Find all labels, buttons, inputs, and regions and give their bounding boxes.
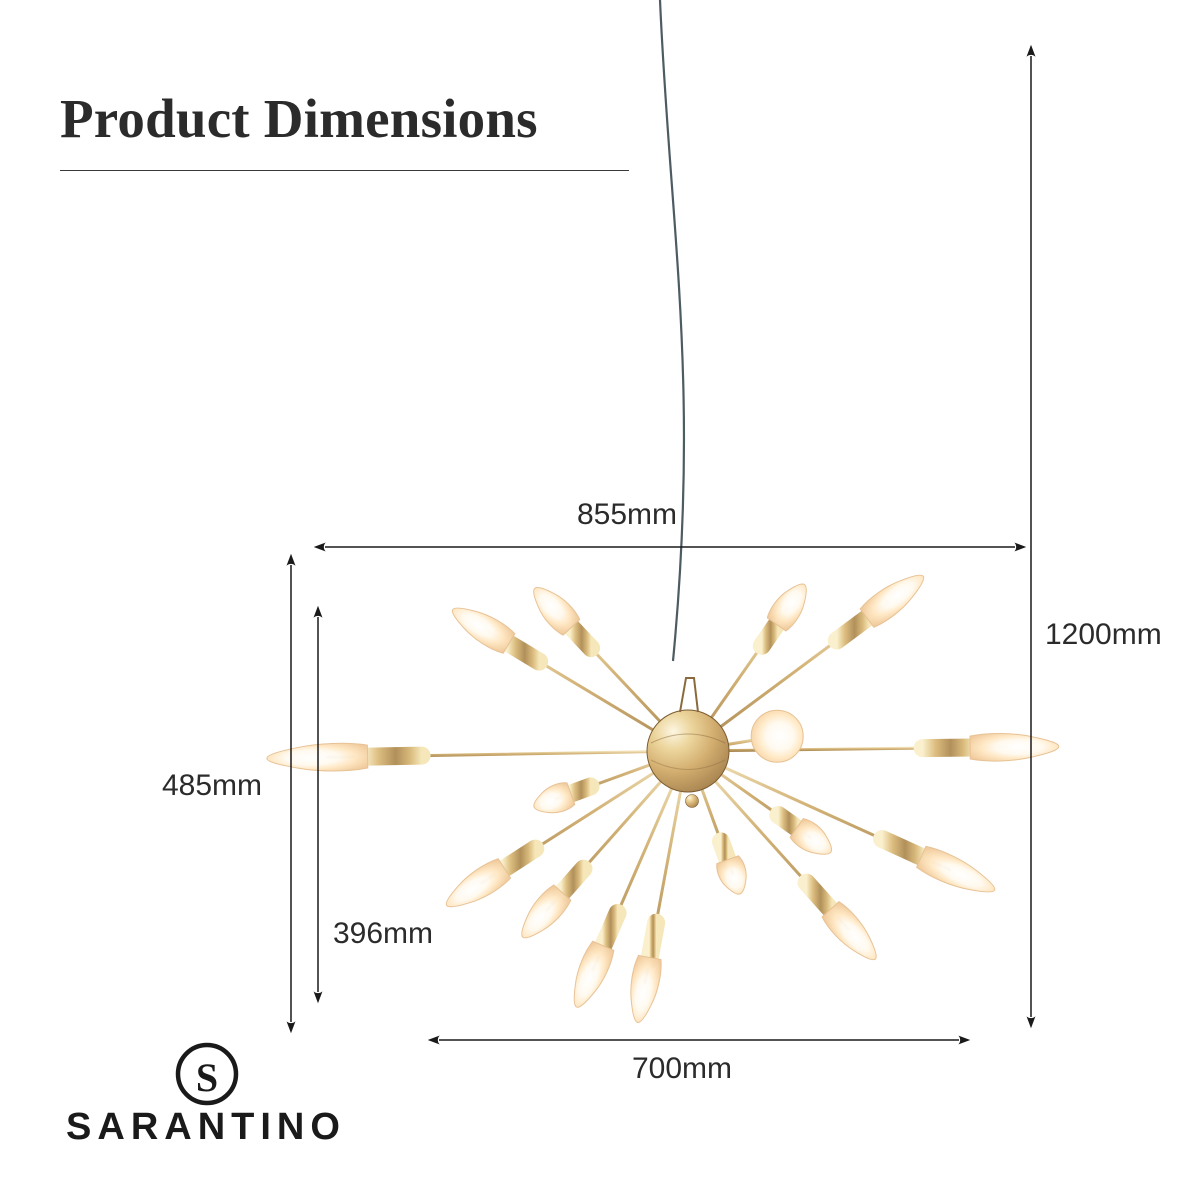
svg-text:S: S bbox=[196, 1055, 218, 1100]
svg-text:SARANTINO: SARANTINO bbox=[66, 1106, 346, 1148]
